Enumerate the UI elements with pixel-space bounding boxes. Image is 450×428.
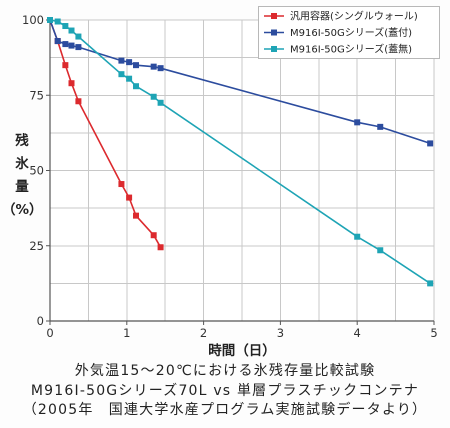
chart-caption: 外気温15～20℃における氷残存量比較試験 M916I-50Gシリーズ70L v…: [0, 362, 450, 421]
series-2-point: [377, 123, 384, 130]
legend-label: M916I-50Gシリーズ(蓋無): [290, 43, 412, 56]
legend-item: 汎用容器(シングルウォール): [264, 10, 418, 23]
y-tick-label: 50: [29, 164, 44, 178]
series-3-point: [68, 27, 75, 34]
y-tick-label: 100: [22, 13, 44, 27]
legend-swatch-marker: [271, 13, 277, 19]
caption-line-3: （2005年 国連大学水産プログラム実施試験データより）: [22, 402, 428, 418]
legend-item: M916I-50Gシリーズ(蓋無): [264, 43, 412, 56]
series-3-point: [47, 17, 53, 23]
series-3-point: [75, 33, 82, 40]
legend-label: M916I-50Gシリーズ(蓋付): [290, 26, 412, 39]
y-axis-label: 残氷量 （%）: [2, 130, 43, 222]
x-tick-label: 4: [354, 326, 361, 340]
x-tick-label: 0: [46, 326, 53, 340]
series-3-point: [377, 247, 384, 254]
series-1-line: [49, 19, 162, 248]
y-axis-label-part: （%）: [2, 202, 43, 218]
y-tick-label: 75: [29, 88, 44, 102]
y-tick-label: 0: [37, 314, 44, 328]
series-3-point: [133, 83, 140, 90]
legend-swatch-marker: [271, 46, 277, 52]
caption-line-2: M916I-50Gシリーズ70L vs 単層プラスチックコンテナ: [30, 382, 420, 399]
series-1-point: [62, 62, 69, 69]
series-2-point: [126, 59, 133, 66]
series-2-point: [354, 119, 361, 126]
series-1-point: [133, 212, 140, 219]
y-axis-label-part: 残: [15, 133, 29, 149]
series-3-point: [427, 280, 434, 287]
series-2-point: [150, 63, 157, 70]
legend-box: [258, 6, 440, 59]
x-tick-label: 3: [277, 326, 284, 340]
series-1-point: [68, 80, 75, 87]
caption-line-1: 外気温15～20℃における氷残存量比較試験: [74, 363, 376, 379]
legend-swatch-marker: [271, 29, 277, 36]
series-2-point: [427, 140, 434, 147]
series-3-point: [126, 75, 133, 82]
series-2-point: [54, 38, 61, 45]
series-1-point: [157, 244, 164, 251]
legend-label: 汎用容器(シングルウォール): [290, 10, 418, 23]
series-3-point: [157, 99, 164, 106]
series-3-point: [150, 93, 157, 100]
x-tick-label: 2: [200, 326, 207, 340]
series-2-point: [75, 44, 82, 51]
series-3-point: [62, 23, 69, 30]
series-3-point: [54, 18, 61, 25]
series-3-point: [354, 233, 361, 240]
series-1-point: [118, 181, 125, 188]
y-tick-label: 25: [29, 239, 44, 253]
y-axis-label-part: 量: [15, 179, 29, 195]
x-tick-label: 5: [430, 326, 437, 340]
legend-item: M916I-50Gシリーズ(蓋付): [264, 26, 412, 39]
series-1-point: [150, 232, 157, 239]
series-2-point: [68, 42, 75, 49]
x-axis-label: 時間（日）: [208, 343, 276, 359]
series-1-point: [126, 194, 133, 201]
legend: 汎用容器(シングルウォール) M916I-50Gシリーズ(蓋付) M916I-50G…: [258, 6, 440, 59]
series-2-point: [118, 57, 125, 64]
x-tick-label: 1: [123, 326, 130, 340]
y-axis-label-part: 氷: [15, 156, 29, 172]
series-1-point: [75, 98, 82, 105]
series-2-point: [62, 41, 69, 48]
series-3: [47, 17, 434, 287]
series-3-point: [118, 71, 125, 78]
series-2-point: [133, 62, 140, 69]
series-2-point: [157, 65, 164, 72]
